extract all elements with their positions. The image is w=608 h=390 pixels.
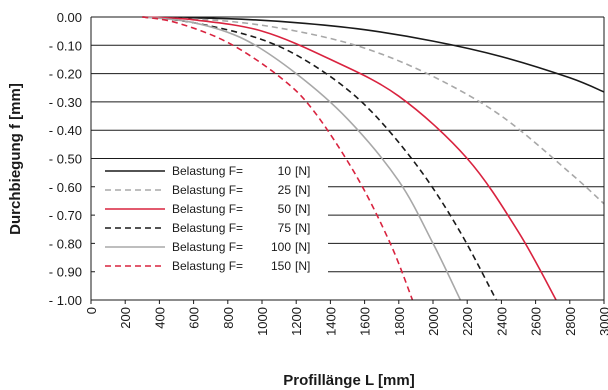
x-tick-label: 1800 — [392, 307, 407, 336]
legend-load-unit: [N] — [295, 183, 310, 197]
y-tick-label: - 0.40 — [49, 123, 82, 138]
legend-background — [95, 161, 328, 278]
x-tick-label: 1600 — [358, 307, 373, 336]
x-tick-label: 2000 — [426, 307, 441, 336]
x-axis-title: Profillänge L [mm] — [283, 372, 414, 389]
legend-load-value: 150 — [271, 259, 291, 273]
x-tick-label: 1200 — [289, 307, 304, 336]
curves — [142, 16, 605, 301]
legend-prefix: Belastung F= — [172, 259, 243, 273]
x-tick-label: 0 — [84, 307, 99, 314]
legend-load-unit: [N] — [295, 259, 310, 273]
x-tick-label: 200 — [118, 307, 133, 329]
y-tick-label: - 0.60 — [49, 180, 82, 195]
y-tick-label: - 0.90 — [49, 265, 82, 280]
series-line-10n — [142, 16, 605, 93]
legend-load-unit: [N] — [295, 221, 310, 235]
x-tick-label: 2400 — [494, 307, 509, 336]
legend-prefix: Belastung F= — [172, 183, 243, 197]
legend-prefix: Belastung F= — [172, 202, 243, 216]
legend-load-unit: [N] — [295, 164, 310, 178]
legend-load-value: 25 — [278, 183, 292, 197]
series-line-150n — [142, 16, 414, 301]
x-tick-label: 1400 — [323, 307, 338, 336]
legend-load-value: 100 — [271, 240, 291, 254]
legend-prefix: Belastung F= — [172, 240, 243, 254]
x-tick-label: 600 — [187, 307, 202, 329]
y-tick-label: - 0.80 — [49, 236, 82, 251]
x-tick-label: 1000 — [255, 307, 270, 336]
legend-load-unit: [N] — [295, 240, 310, 254]
x-tick-label: 2800 — [563, 307, 578, 336]
y-tick-label: - 0.50 — [49, 152, 82, 167]
legend-load-value: 75 — [278, 221, 292, 235]
legend-prefix: Belastung F= — [172, 221, 243, 235]
legend-load-value: 10 — [278, 164, 292, 178]
x-tick-label: 800 — [221, 307, 236, 329]
x-tick-label: 400 — [152, 307, 167, 329]
y-tick-label: 0.00 — [57, 10, 82, 25]
x-tick-label: 3000 — [597, 307, 608, 336]
legend-prefix: Belastung F= — [172, 164, 243, 178]
series-line-25n — [142, 16, 605, 205]
series-line-100n — [142, 16, 462, 301]
legend: Belastung F= 10 [N]Belastung F= 25 [N]Belast… — [105, 164, 310, 273]
y-tick-label: - 1.00 — [49, 293, 82, 308]
x-axis-ticks: 0 200 400 600 800 1000 1200 1400 1600 1800 2000 220… — [84, 300, 608, 336]
y-tick-label: - 0.20 — [49, 67, 82, 82]
plot-frame — [90, 17, 605, 301]
x-tick-label: 2200 — [460, 307, 475, 336]
legend-load-unit: [N] — [295, 202, 310, 216]
y-tick-label: - 0.30 — [49, 95, 82, 110]
x-tick-label: 2600 — [529, 307, 544, 336]
series-line-50n — [142, 16, 557, 301]
y-tick-label: - 0.70 — [49, 208, 82, 223]
y-axis-ticks: 0.00 - 0.10 - 0.20 - 0.30 - 0.40 - 0.50 - 0.60… — [49, 10, 82, 308]
y-axis-title: Durchbiegung f [mm] — [7, 83, 24, 235]
y-tick-label: - 0.10 — [49, 38, 82, 53]
legend-load-value: 50 — [278, 202, 292, 216]
